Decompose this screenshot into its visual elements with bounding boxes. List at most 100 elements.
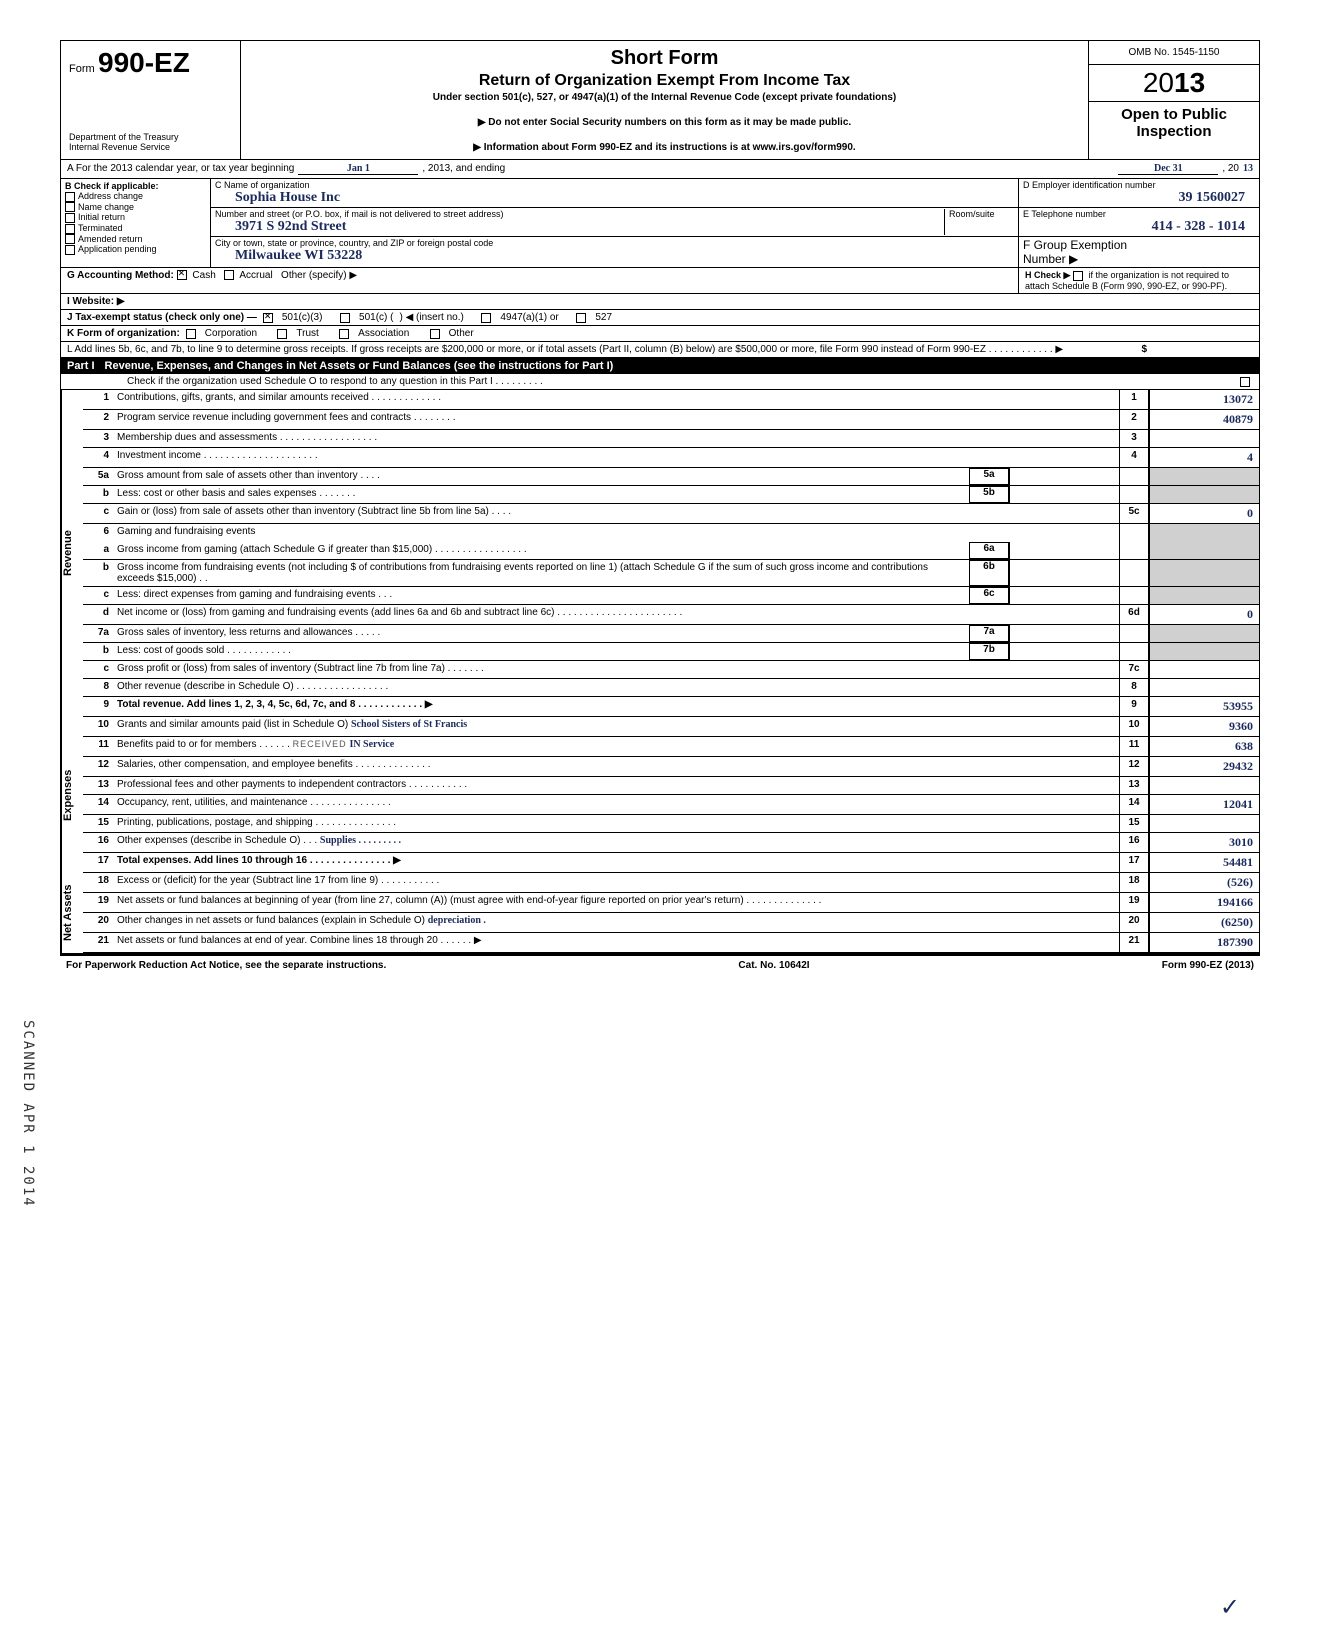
chk-initial[interactable]: Initial return	[65, 212, 206, 223]
row-9: 9Total revenue. Add lines 1, 2, 3, 4, 5c…	[83, 697, 1259, 717]
grp-lbl: F Group Exemption	[1023, 238, 1127, 252]
netassets-rows: 18Excess or (deficit) for the year (Subt…	[83, 873, 1259, 953]
r11-hand: IN Service	[349, 739, 394, 750]
k-o4: Other	[449, 328, 474, 339]
header: Form 990-EZ Department of the Treasury I…	[61, 41, 1259, 160]
expenses-section: Expenses 10Grants and similar amounts pa…	[61, 717, 1259, 873]
r10-a: 9360	[1149, 717, 1259, 736]
r11-d: Benefits paid to or for members . . . . …	[117, 739, 290, 750]
part1-check-txt: Check if the organization used Schedule …	[67, 376, 543, 387]
name-lbl-txt: C Name of organization	[215, 180, 1014, 190]
header-left: Form 990-EZ Department of the Treasury I…	[61, 41, 241, 159]
r6c-d: Less: direct expenses from gaming and fu…	[113, 587, 965, 604]
k-o1: Corporation	[205, 328, 257, 339]
k-o3: Association	[358, 328, 409, 339]
r14-a: 12041	[1149, 795, 1259, 814]
chk-h[interactable]	[1073, 271, 1083, 281]
r19-d: Net assets or fund balances at beginning…	[113, 893, 1119, 912]
footer: For Paperwork Reduction Act Notice, see …	[60, 956, 1260, 975]
l-txt: L Add lines 5b, 6c, and 7b, to line 9 to…	[67, 344, 1135, 355]
initial-mark: ✓	[1220, 1593, 1240, 1622]
row-16: 16Other expenses (describe in Schedule O…	[83, 833, 1259, 853]
chk-part1-o[interactable]	[1240, 377, 1250, 387]
r7b-box: 7b	[969, 643, 1009, 660]
j-o2b: ) ◀ (insert no.)	[399, 312, 463, 323]
line-a-label: A For the 2013 calendar year, or tax yea…	[67, 163, 294, 174]
r6-d: Gaming and fundraising events	[113, 524, 1119, 542]
tel-val: 414 - 328 - 1014	[1023, 219, 1255, 235]
row-15: 15Printing, publications, postage, and s…	[83, 815, 1259, 833]
revenue-section: Revenue 1Contributions, gifts, grants, a…	[61, 390, 1259, 717]
footer-mid: Cat. No. 10642I	[738, 960, 809, 971]
chk-trust[interactable]	[277, 329, 287, 339]
chk-501c[interactable]	[340, 313, 350, 323]
chk-address[interactable]: Address change	[65, 191, 206, 202]
r7a-box: 7a	[969, 625, 1009, 642]
r2-a: 40879	[1149, 410, 1259, 429]
chk-initial-lbl: Initial return	[78, 212, 125, 222]
r13-a	[1149, 777, 1259, 794]
k-lbl: K Form of organization:	[67, 328, 180, 339]
chk-pending[interactable]: Application pending	[65, 244, 206, 255]
chk-name[interactable]: Name change	[65, 202, 206, 213]
line-a-mid: , 2013, and ending	[422, 163, 505, 174]
row-6d: dNet income or (loss) from gaming and fu…	[83, 605, 1259, 625]
row-5a: 5aGross amount from sale of assets other…	[83, 468, 1259, 486]
box-f: F Group Exemption Number ▶	[1019, 237, 1259, 267]
g-other: Other (specify) ▶	[281, 270, 357, 281]
r9-d: Total revenue. Add lines 1, 2, 3, 4, 5c,…	[117, 699, 433, 710]
name-lbl: C Name of organization Sophia House Inc	[211, 179, 1018, 208]
chk-accrual[interactable]	[224, 270, 234, 280]
chk-terminated[interactable]: Terminated	[65, 223, 206, 234]
grp-lbl2: Number ▶	[1023, 252, 1078, 266]
part1-header: Part I Revenue, Expenses, and Changes in…	[61, 358, 1259, 374]
header-right: OMB No. 1545-1150 2013 Open to Public In…	[1089, 41, 1259, 159]
org-name: Sophia House Inc	[215, 190, 1014, 206]
year: 2013	[1089, 65, 1259, 102]
chk-name-lbl: Name change	[78, 202, 134, 212]
r16-a: 3010	[1149, 833, 1259, 852]
chk-527[interactable]	[576, 313, 586, 323]
chk-cash[interactable]	[177, 270, 187, 280]
r7b-d: Less: cost of goods sold . . . . . . . .…	[113, 643, 965, 660]
chk-other[interactable]	[430, 329, 440, 339]
r13-d: Professional fees and other payments to …	[113, 777, 1119, 794]
r3-a	[1149, 430, 1259, 447]
side-revenue: Revenue	[61, 390, 83, 717]
r6b-box: 6b	[969, 560, 1009, 586]
r17-d: Total expenses. Add lines 10 through 16 …	[117, 855, 401, 866]
i-lbl: I Website: ▶	[67, 296, 125, 307]
title: Short Form	[251, 47, 1078, 70]
chk-corp[interactable]	[186, 329, 196, 339]
chk-501c3[interactable]	[263, 313, 273, 323]
r1-a: 13072	[1149, 390, 1259, 409]
r9-a: 53955	[1149, 697, 1259, 716]
row-6b: bGross income from fundraising events (n…	[83, 560, 1259, 587]
chk-address-lbl: Address change	[78, 191, 143, 201]
arrow2: ▶ Information about Form 990-EZ and its …	[251, 142, 1078, 153]
addr-row: Number and street (or P.O. box, if mail …	[211, 208, 1018, 237]
r20-hand: depreciation .	[428, 915, 486, 926]
chk-amended[interactable]: Amended return	[65, 234, 206, 245]
j-o3: 4947(a)(1) or	[500, 312, 558, 323]
year-pre: 20	[1143, 67, 1174, 98]
chk-assoc[interactable]	[339, 329, 349, 339]
line-k: K Form of organization: Corporation Trus…	[61, 326, 1259, 342]
row-6: 6Gaming and fundraising events	[83, 524, 1259, 542]
year-bold: 13	[1174, 67, 1205, 98]
col-c: C Name of organization Sophia House Inc …	[211, 179, 1019, 267]
chk-4947[interactable]	[481, 313, 491, 323]
row-14: 14Occupancy, rent, utilities, and mainte…	[83, 795, 1259, 815]
city-lbl: City or town, state or province, country…	[215, 238, 1014, 248]
g-lbl: G Accounting Method:	[67, 270, 174, 281]
row-7a: 7aGross sales of inventory, less returns…	[83, 625, 1259, 643]
line-i: I Website: ▶	[61, 294, 1259, 310]
form-number: 990-EZ	[98, 47, 190, 78]
part1-title: Revenue, Expenses, and Changes in Net As…	[105, 360, 614, 372]
r17-a: 54481	[1149, 853, 1259, 872]
chk-term-lbl: Terminated	[78, 223, 123, 233]
dept: Department of the Treasury Internal Reve…	[69, 133, 232, 153]
r5b-d: Less: cost or other basis and sales expe…	[113, 486, 965, 503]
row-2: 2Program service revenue including gover…	[83, 410, 1259, 430]
org-addr: 3971 S 92nd Street	[215, 219, 944, 235]
